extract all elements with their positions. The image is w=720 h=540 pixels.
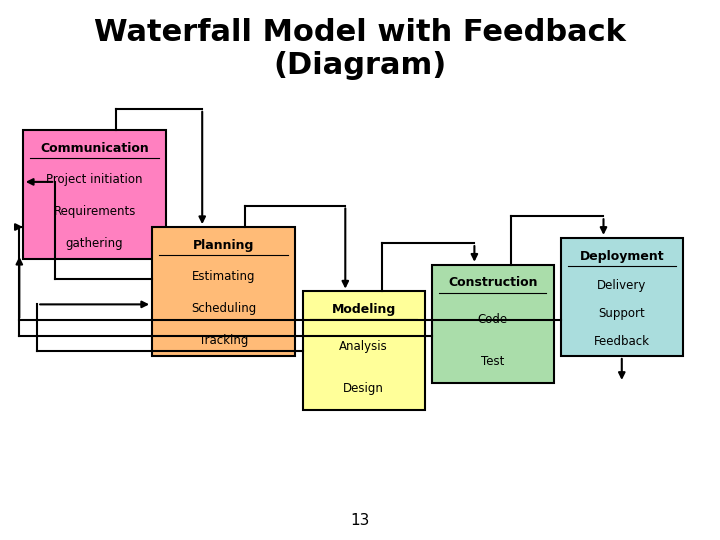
Text: Design: Design — [343, 382, 384, 395]
Text: Deployment: Deployment — [580, 249, 664, 262]
Bar — [561, 238, 683, 356]
Text: Communication: Communication — [40, 142, 149, 155]
Text: Feedback: Feedback — [594, 335, 649, 348]
Text: Tracking: Tracking — [199, 334, 248, 347]
Text: Requirements: Requirements — [53, 205, 136, 218]
Text: Support: Support — [598, 307, 645, 320]
Text: gathering: gathering — [66, 237, 123, 250]
Text: Code: Code — [477, 313, 508, 326]
Text: Scheduling: Scheduling — [191, 302, 256, 315]
Text: 13: 13 — [351, 513, 369, 528]
Text: Analysis: Analysis — [339, 340, 388, 353]
Text: Construction: Construction — [448, 276, 537, 289]
Bar — [432, 265, 554, 383]
Text: Test: Test — [481, 355, 505, 368]
Text: Estimating: Estimating — [192, 270, 256, 283]
Bar — [23, 130, 166, 259]
Text: Waterfall Model with Feedback
(Diagram): Waterfall Model with Feedback (Diagram) — [94, 17, 626, 80]
Bar — [302, 292, 425, 410]
Text: Modeling: Modeling — [331, 303, 396, 316]
Text: Delivery: Delivery — [597, 279, 647, 292]
Text: Planning: Planning — [193, 239, 254, 252]
Text: Project initiation: Project initiation — [46, 173, 143, 186]
Bar — [152, 227, 295, 356]
